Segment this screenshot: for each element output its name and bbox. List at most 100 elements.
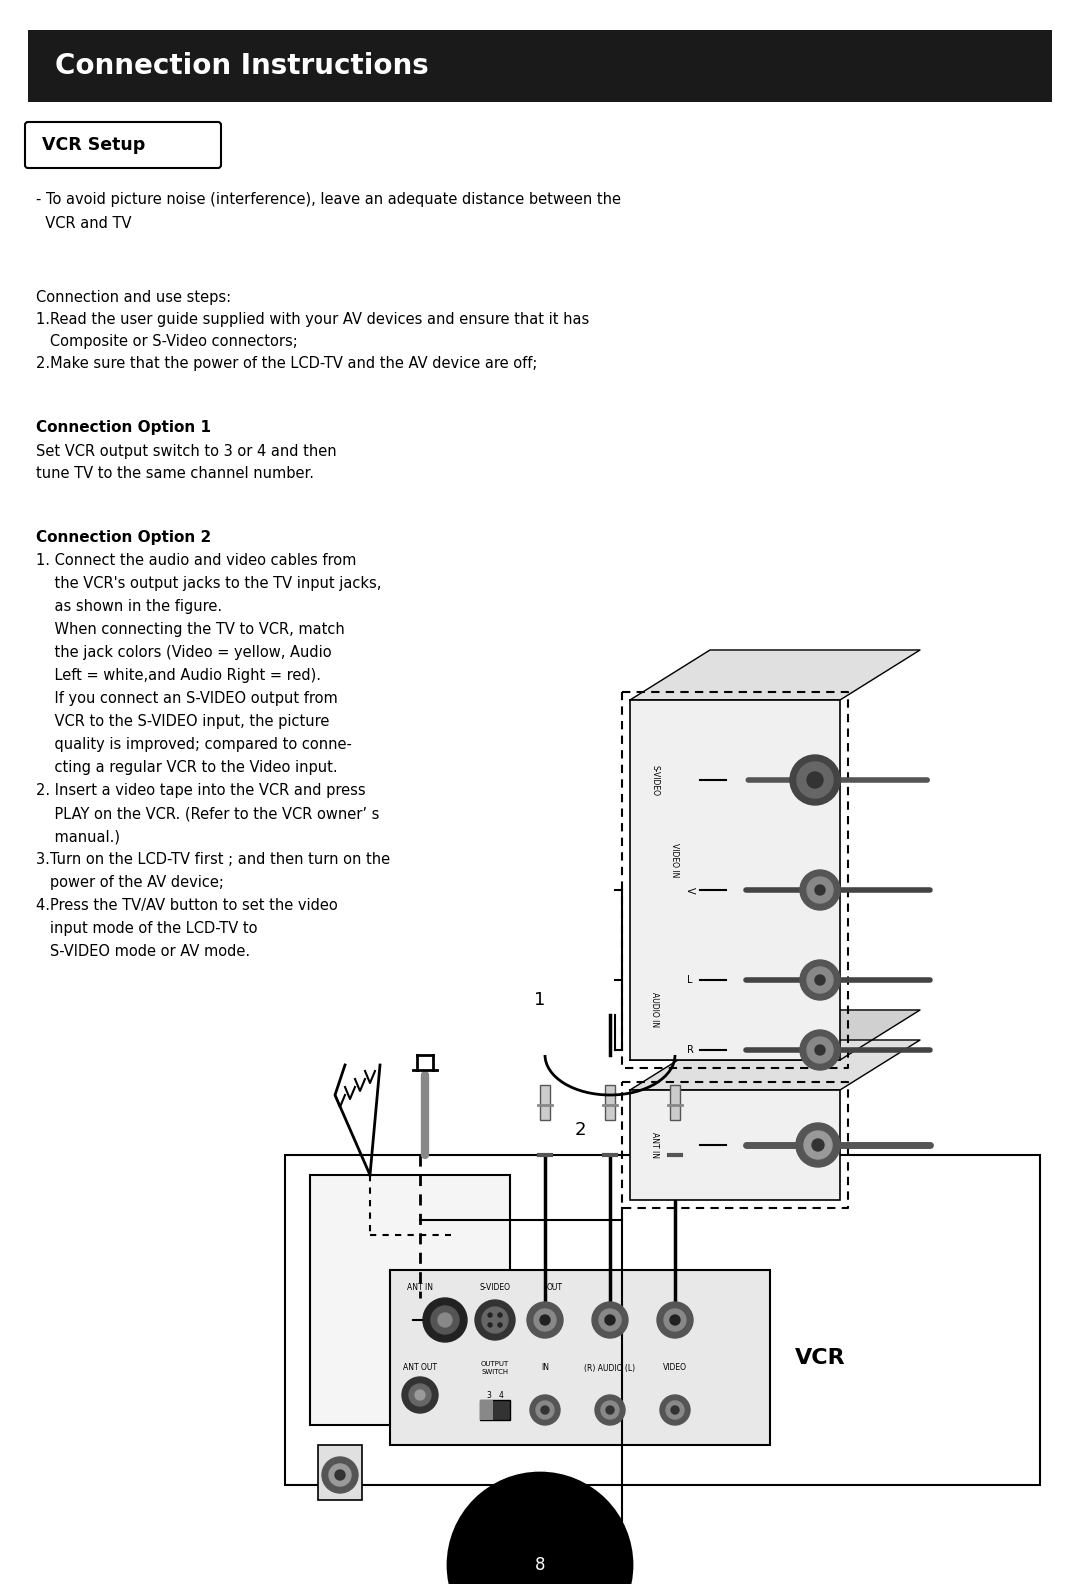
Text: PLAY on the VCR. (Refer to the VCR owner’ s: PLAY on the VCR. (Refer to the VCR owner… [36,806,379,821]
Bar [480,1400,492,1419]
Circle shape [800,870,840,909]
Bar [480,1400,510,1419]
Text: power of the AV device;: power of the AV device; [36,874,224,890]
Text: 3.Turn on the LCD-TV first ; and then turn on the: 3.Turn on the LCD-TV first ; and then tu… [36,852,390,866]
Text: VCR Setup: VCR Setup [42,136,145,154]
Text: 4.Press the TV/AV button to set the video: 4.Press the TV/AV button to set the vide… [36,898,338,912]
Circle shape [530,1396,561,1426]
Text: VIDEO IN: VIDEO IN [671,843,679,878]
Circle shape [475,1300,515,1340]
Bar [318,1445,362,1500]
Circle shape [796,1123,840,1167]
Bar [540,1085,550,1120]
Circle shape [789,756,840,805]
Circle shape [807,771,823,787]
Circle shape [409,1384,431,1407]
Text: Connection Option 1: Connection Option 1 [36,420,211,436]
Circle shape [670,1315,680,1324]
Text: tune TV to the same channel number.: tune TV to the same channel number. [36,466,314,482]
Circle shape [498,1313,502,1316]
Circle shape [482,1307,508,1334]
Circle shape [438,1313,453,1327]
Circle shape [423,1297,467,1342]
Circle shape [540,1315,550,1324]
Circle shape [527,1302,563,1338]
Circle shape [498,1323,502,1327]
Text: the jack colors (Video = yellow, Audio: the jack colors (Video = yellow, Audio [36,645,332,661]
Circle shape [807,1038,833,1063]
Circle shape [605,1315,615,1324]
Bar [285,1155,1040,1486]
Text: 8: 8 [535,1555,545,1574]
Circle shape [606,1407,615,1415]
Text: input mode of the LCD-TV to: input mode of the LCD-TV to [36,920,257,936]
Text: 2. Insert a video tape into the VCR and press: 2. Insert a video tape into the VCR and … [36,782,366,798]
Circle shape [600,1400,619,1419]
Polygon shape [630,1041,920,1090]
Text: Connection and use steps:: Connection and use steps: [36,290,231,306]
Text: 1. Connect the audio and video cables from: 1. Connect the audio and video cables fr… [36,553,356,569]
FancyBboxPatch shape [25,122,221,168]
Text: 2: 2 [575,1121,585,1139]
Circle shape [541,1407,549,1415]
Text: 3   4: 3 4 [487,1391,503,1400]
Circle shape [534,1308,556,1331]
Text: OUT: OUT [546,1283,563,1293]
Bar [605,1085,615,1120]
Text: - To avoid picture noise (interference), leave an adequate distance between the: - To avoid picture noise (interference),… [36,192,621,208]
Circle shape [804,1131,832,1159]
Text: (R) AUDIO (L): (R) AUDIO (L) [584,1364,635,1372]
Circle shape [322,1457,357,1494]
Text: quality is improved; compared to conne-: quality is improved; compared to conne- [36,737,352,752]
Text: S-VIDEO mode or AV mode.: S-VIDEO mode or AV mode. [36,944,251,958]
Text: S-VIDEO: S-VIDEO [650,765,660,795]
Circle shape [812,1139,824,1152]
Circle shape [595,1396,625,1426]
Circle shape [815,885,825,895]
Text: ANT IN: ANT IN [407,1283,433,1293]
Text: ANT IN: ANT IN [650,1133,660,1158]
Text: V: V [685,887,696,893]
Circle shape [431,1305,459,1334]
Text: 1: 1 [535,992,545,1009]
Circle shape [335,1470,345,1479]
Text: S-VIDEO: S-VIDEO [480,1283,511,1293]
Circle shape [599,1308,621,1331]
Circle shape [657,1302,693,1338]
Circle shape [664,1308,686,1331]
Text: R: R [687,1045,693,1055]
Text: Connection Instructions: Connection Instructions [55,52,429,81]
Circle shape [807,878,833,903]
Text: 2.Make sure that the power of the LCD-TV and the AV device are off;: 2.Make sure that the power of the LCD-TV… [36,356,538,371]
Circle shape [666,1400,684,1419]
Bar [28,30,1052,101]
Text: L: L [687,976,692,985]
Text: If you connect an S-VIDEO output from: If you connect an S-VIDEO output from [36,691,338,706]
Text: the VCR's output jacks to the TV input jacks,: the VCR's output jacks to the TV input j… [36,577,381,591]
Text: VCR: VCR [795,1348,846,1367]
Text: IN: IN [541,1364,549,1372]
Circle shape [402,1376,438,1413]
Bar [390,1270,770,1445]
Text: Composite or S-Video connectors;: Composite or S-Video connectors; [36,334,298,348]
Polygon shape [630,1011,920,1060]
Circle shape [329,1464,351,1486]
Text: Connection Option 2: Connection Option 2 [36,531,212,545]
Text: VIDEO: VIDEO [663,1364,687,1372]
Circle shape [800,1030,840,1071]
Circle shape [592,1302,627,1338]
Text: 1.Read the user guide supplied with your AV devices and ensure that it has: 1.Read the user guide supplied with your… [36,312,590,326]
Bar [630,700,840,1060]
Text: manual.): manual.) [36,828,120,844]
Text: as shown in the figure.: as shown in the figure. [36,599,222,615]
Bar [630,1090,840,1201]
Text: AUDIO IN: AUDIO IN [650,993,660,1028]
Bar [670,1085,680,1120]
Text: VCR and TV: VCR and TV [36,215,132,231]
Text: Set VCR output switch to 3 or 4 and then: Set VCR output switch to 3 or 4 and then [36,444,337,459]
Circle shape [797,762,833,798]
Polygon shape [630,649,920,700]
Text: Left = white,and Audio Right = red).: Left = white,and Audio Right = red). [36,668,321,683]
Text: VCR to the S-VIDEO input, the picture: VCR to the S-VIDEO input, the picture [36,714,329,729]
Circle shape [800,960,840,1000]
